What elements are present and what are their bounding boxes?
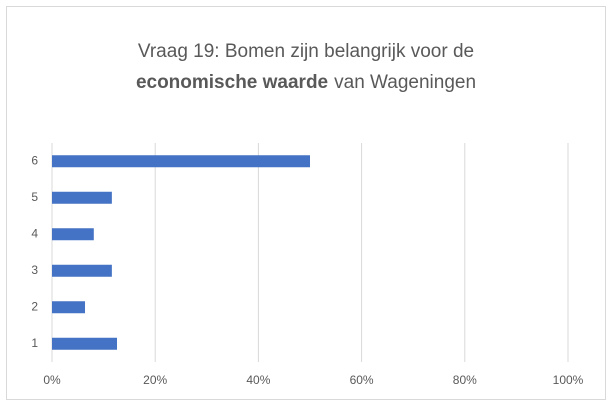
- y-tick-label: 5: [31, 190, 38, 204]
- x-tick-label: 40%: [246, 373, 270, 387]
- bar: [52, 264, 112, 277]
- x-tick-label: 60%: [350, 373, 374, 387]
- chart-title-line1: Vraag 19: Bomen zijn belangrijk voor de: [138, 41, 474, 62]
- y-tick-label: 2: [31, 299, 38, 313]
- x-tick-label: 0%: [43, 373, 61, 387]
- y-tick-label: 1: [31, 336, 38, 350]
- x-tick-label: 80%: [453, 373, 477, 387]
- x-tick-label: 100%: [553, 373, 584, 387]
- y-tick-label: 4: [31, 226, 38, 240]
- y-tick-label: 6: [31, 153, 38, 167]
- y-tick-label: 3: [31, 263, 38, 277]
- x-tick-label: 20%: [143, 373, 167, 387]
- bar: [52, 191, 112, 204]
- bar: [52, 155, 310, 168]
- title-bold: economische waarde: [136, 72, 328, 93]
- bar: [52, 228, 94, 241]
- bar: [52, 301, 86, 314]
- title-rest: van Wageningen: [334, 72, 476, 93]
- chart-title-line2: economische waarde van Wageningen: [136, 72, 476, 93]
- bar: [52, 337, 118, 350]
